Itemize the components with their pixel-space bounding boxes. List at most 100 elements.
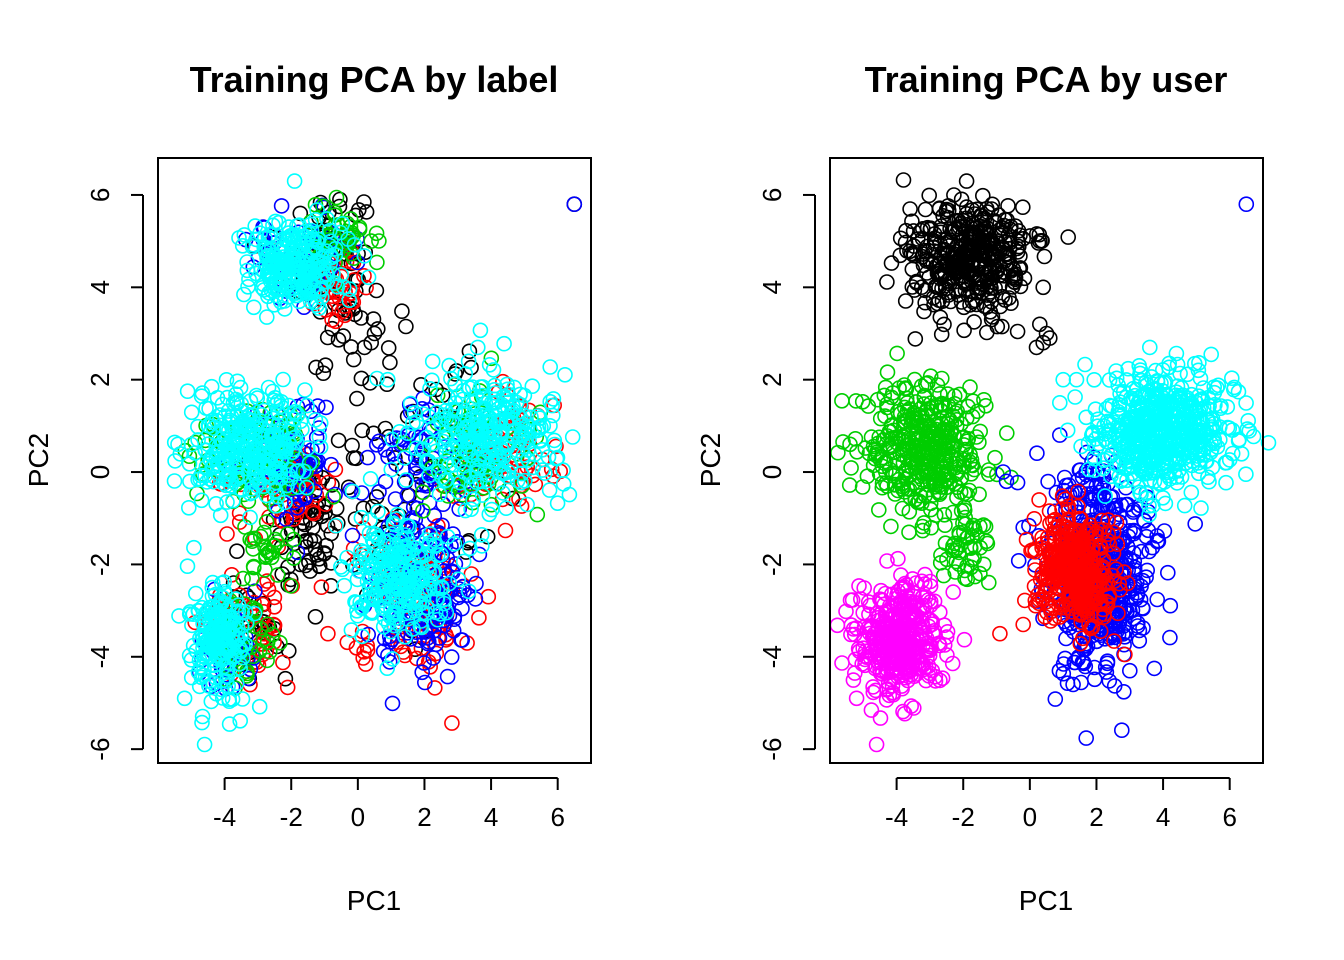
data-point [396, 527, 413, 543]
data-point [406, 540, 423, 556]
data-point [402, 395, 419, 412]
data-point [371, 563, 387, 579]
data-point [1009, 323, 1026, 340]
data-point [481, 356, 498, 373]
data-point [218, 477, 234, 494]
data-point [976, 234, 992, 250]
data-point [1035, 279, 1051, 296]
data-point [267, 531, 284, 548]
data-point [239, 262, 256, 279]
data-point [196, 736, 213, 753]
data-point [287, 429, 304, 445]
data-point [954, 245, 971, 262]
data-point [328, 189, 345, 206]
data-point [368, 225, 385, 242]
y-tick-label: 0 [85, 465, 115, 479]
data-point [319, 329, 336, 346]
data-point [1038, 325, 1055, 342]
data-point [997, 211, 1013, 228]
data-point [416, 655, 432, 671]
data-point [259, 616, 276, 633]
data-point [1016, 270, 1033, 287]
data-point [388, 587, 405, 604]
data-point [474, 487, 491, 503]
data-point [317, 357, 334, 374]
data-point [834, 392, 850, 409]
data-point [916, 303, 932, 320]
data-point [978, 324, 995, 341]
data-point [957, 273, 974, 290]
data-point [258, 514, 275, 530]
data-point [399, 539, 415, 555]
data-point [485, 362, 502, 378]
data-point [382, 354, 398, 371]
data-point [319, 266, 335, 283]
data-point [532, 410, 548, 427]
data-point [264, 432, 280, 449]
data-point [353, 370, 370, 387]
data-point [323, 456, 339, 473]
data-point [230, 603, 247, 620]
data-point [298, 479, 315, 496]
data-point [394, 531, 410, 547]
chart-title: Training PCA by user [865, 59, 1228, 100]
data-point [557, 366, 573, 383]
data-point [926, 230, 943, 246]
data-point [285, 550, 302, 566]
data-point [512, 417, 529, 434]
data-point [241, 271, 257, 288]
data-point [166, 434, 183, 451]
data-point [181, 499, 197, 516]
data-point [425, 650, 442, 666]
data-point [486, 391, 503, 408]
data-point [482, 413, 499, 429]
data-point [272, 293, 289, 310]
data-point [461, 343, 478, 360]
data-point [441, 458, 457, 474]
data-point [290, 479, 307, 495]
data-point [356, 544, 372, 561]
data-point [566, 196, 583, 212]
data-point [343, 622, 360, 638]
data-point [483, 496, 500, 513]
data-point [433, 416, 450, 433]
data-point [353, 310, 369, 326]
data-point [1032, 233, 1048, 249]
data-point [323, 248, 339, 265]
data-point [987, 449, 1003, 466]
x-tick-label: 4 [484, 802, 498, 832]
data-point [307, 294, 324, 311]
data-point [1001, 248, 1017, 265]
data-point [259, 634, 276, 651]
data-point [362, 586, 379, 602]
data-point [266, 589, 283, 606]
data-point [281, 461, 298, 478]
data-point [269, 567, 286, 583]
data-point [356, 194, 372, 210]
data-point [443, 413, 460, 430]
data-point [327, 313, 344, 330]
data-point [232, 660, 248, 676]
data-point [218, 371, 235, 388]
data-point [247, 420, 263, 437]
data-point [218, 420, 235, 437]
chart-title: Training PCA by label [190, 59, 559, 100]
data-point [542, 393, 559, 410]
data-point [435, 591, 452, 608]
data-point [297, 382, 313, 398]
data-point [391, 423, 408, 440]
data-point [234, 238, 251, 254]
data-point [296, 248, 313, 265]
data-point [1012, 248, 1028, 264]
data-point [958, 173, 975, 189]
data-point [516, 407, 532, 424]
data-point [325, 488, 342, 505]
data-point [889, 345, 905, 362]
data-point [419, 599, 435, 616]
data-point [375, 643, 392, 659]
data-point [244, 239, 261, 255]
data-point [308, 359, 324, 376]
data-point [319, 211, 335, 227]
data-point [349, 390, 365, 407]
data-point [915, 246, 931, 262]
